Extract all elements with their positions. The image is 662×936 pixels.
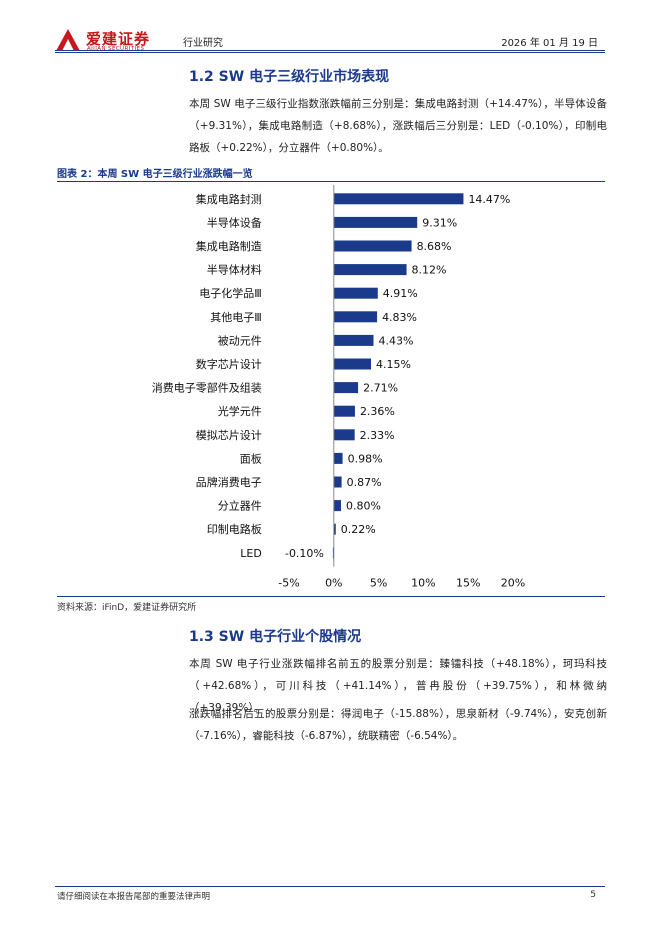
- report-category: 行业研究: [183, 38, 223, 49]
- figure-source: 资料来源：iFinD，爱建证券研究所: [57, 603, 197, 613]
- section-1-3-paragraph-bottom: 涨跌幅排名后五的股票分别是：得润电子（-15.88%），思泉新材（-9.74%）…: [189, 708, 607, 742]
- category-label: 被动元件: [218, 334, 262, 347]
- data-label: 0.98%: [348, 452, 383, 465]
- data-label: 2.71%: [363, 382, 398, 395]
- bar: [333, 500, 341, 512]
- figure-title: 图表 2：本周 SW 电子三级行业涨跌幅一览: [57, 169, 253, 180]
- data-label: 4.15%: [376, 358, 411, 371]
- category-label: 分立器件: [218, 499, 262, 513]
- data-label: 2.36%: [360, 405, 395, 418]
- header-divider-thin: [55, 52, 605, 53]
- category-label: 品牌消费电子: [196, 475, 262, 489]
- data-label: 0.87%: [347, 476, 382, 489]
- x-tick-label: -5%: [278, 577, 299, 590]
- bar: [333, 452, 343, 464]
- bar: [333, 523, 336, 535]
- category-label: 半导体设备: [207, 215, 262, 229]
- category-label: LED: [240, 547, 262, 560]
- page-number: 5: [590, 890, 596, 900]
- figure-top-rule: [57, 181, 605, 182]
- category-label: 电子化学品Ⅲ: [199, 286, 262, 300]
- bar: [333, 240, 412, 252]
- x-tick-label: 5%: [370, 577, 387, 590]
- category-label: 面板: [240, 451, 262, 465]
- bar: [333, 405, 355, 417]
- category-label: 光学元件: [218, 404, 262, 418]
- bar: [333, 476, 342, 488]
- section-heading-1-3: 1.3 SW 电子行业个股情况: [189, 629, 362, 645]
- data-label: 4.43%: [378, 334, 413, 347]
- data-label: 4.91%: [383, 287, 418, 300]
- category-label: 其他电子Ⅲ: [210, 311, 262, 324]
- footer-disclaimer: 请仔细阅读在本报告尾部的重要法律声明: [57, 892, 211, 902]
- bar: [333, 429, 355, 441]
- section-1-2-paragraph: 本周 SW 电子三级行业指数涨跌幅前三分别是：集成电路封测（+14.47%），半…: [189, 98, 607, 154]
- section-1-3-paragraph-top: 本周 SW 电子行业涨跌幅排名前五的股票分别是：臻镭科技（+48.18%），珂玛…: [189, 658, 607, 714]
- bar: [333, 358, 371, 370]
- category-label: 模拟芯片设计: [196, 428, 262, 442]
- section-heading-1-2: 1.2 SW 电子三级行业市场表现: [189, 69, 390, 85]
- brand-name-english: AIJIAN SECURITIES: [87, 46, 145, 52]
- brand-name: 爱建证券: [86, 30, 151, 48]
- x-tick-label: 10%: [411, 577, 435, 590]
- bar: [333, 382, 359, 394]
- data-label: 9.31%: [422, 216, 457, 229]
- category-label: 消费电子零部件及组装: [152, 381, 262, 395]
- category-label: 集成电路制造: [196, 239, 262, 253]
- data-label: 2.33%: [360, 429, 395, 442]
- data-label: 14.47%: [468, 193, 510, 206]
- figure-bottom-rule: [57, 596, 605, 597]
- footer-divider: [55, 886, 605, 887]
- data-label: 8.12%: [412, 264, 447, 277]
- x-tick-label: 20%: [501, 577, 525, 590]
- bar: [333, 287, 378, 299]
- data-label: 8.68%: [417, 240, 452, 253]
- bar: [333, 216, 418, 228]
- category-label: 集成电路封测: [196, 192, 262, 206]
- bar: [333, 264, 407, 276]
- bar: [333, 334, 374, 346]
- header-divider: [55, 50, 605, 51]
- report-date: 2026 年 01 月 19 日: [501, 38, 598, 49]
- data-label: 4.83%: [382, 311, 417, 324]
- x-tick-label: 15%: [456, 577, 480, 590]
- data-label: 0.22%: [341, 523, 376, 536]
- data-label: -0.10%: [285, 547, 324, 560]
- bar: [333, 311, 378, 323]
- data-label: 0.80%: [346, 500, 381, 513]
- category-label: 数字芯片设计: [196, 357, 262, 371]
- company-logo-icon: [56, 29, 80, 51]
- category-label: 印制电路板: [207, 522, 262, 536]
- category-label: 半导体材料: [207, 263, 262, 277]
- x-tick-label: 0%: [325, 577, 342, 590]
- bar: [333, 193, 464, 205]
